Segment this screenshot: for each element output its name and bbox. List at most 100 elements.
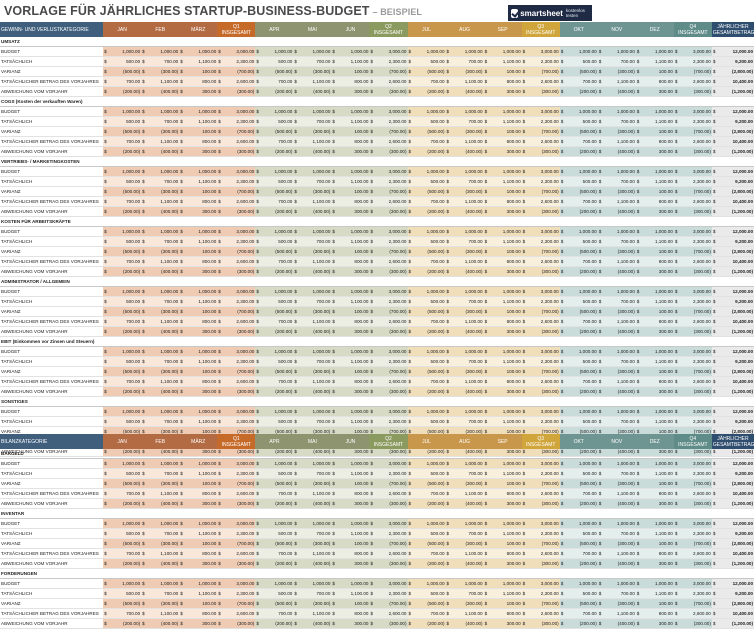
value-cell[interactable]: $500.00 — [103, 236, 142, 247]
value-cell[interactable]: $1,000.00 — [103, 226, 142, 237]
value-cell[interactable]: $700.00 — [293, 356, 332, 367]
value-cell[interactable]: $1,100.00 — [179, 176, 218, 187]
value-cell[interactable]: $500.00 — [255, 56, 294, 67]
value-cell[interactable]: $ (500.00) — [559, 478, 598, 489]
value-cell[interactable]: $3,000.00 — [673, 226, 712, 237]
value-cell[interactable]: $ (300.00) — [673, 86, 712, 97]
value-cell[interactable]: $100.00 — [331, 66, 370, 77]
value-cell[interactable]: $700.00 — [597, 56, 636, 67]
value-cell[interactable]: $500.00 — [255, 176, 294, 187]
value-cell[interactable]: $1,000.00 — [179, 518, 218, 529]
value-cell[interactable]: $800.00 — [635, 548, 674, 559]
value-cell[interactable]: $700.00 — [407, 136, 446, 147]
value-cell[interactable]: $2,600.00 — [521, 76, 560, 87]
value-cell[interactable]: $ (200.00) — [559, 498, 598, 509]
value-cell[interactable]: $2,600.00 — [369, 196, 408, 207]
value-cell[interactable]: $1,100.00 — [445, 256, 484, 267]
value-cell[interactable]: $1,000.00 — [559, 578, 598, 589]
value-cell[interactable]: $12,000.00 — [711, 226, 754, 237]
value-cell[interactable]: $ (300.00) — [521, 326, 560, 337]
value-cell[interactable]: $700.00 — [141, 528, 180, 539]
value-cell[interactable]: $1,100.00 — [445, 376, 484, 387]
value-cell[interactable]: $1,100.00 — [141, 76, 180, 87]
value-cell[interactable]: $3,000.00 — [521, 406, 560, 417]
value-cell[interactable]: $300.00 — [483, 266, 522, 277]
value-cell[interactable]: $ (2,800.00) — [711, 186, 754, 197]
value-cell[interactable]: $2,600.00 — [217, 136, 256, 147]
value-cell[interactable]: $3,000.00 — [217, 286, 256, 297]
value-cell[interactable]: $2,300.00 — [369, 416, 408, 427]
value-cell[interactable]: $1,100.00 — [597, 376, 636, 387]
value-cell[interactable]: $ (500.00) — [255, 126, 294, 137]
value-cell[interactable]: $500.00 — [559, 56, 598, 67]
value-cell[interactable]: $300.00 — [331, 266, 370, 277]
value-cell[interactable]: $300.00 — [635, 498, 674, 509]
value-cell[interactable]: $300.00 — [179, 86, 218, 97]
value-cell[interactable]: $10,400.00 — [711, 488, 754, 499]
value-cell[interactable]: $700.00 — [407, 376, 446, 387]
value-cell[interactable]: $ (700.00) — [673, 246, 712, 257]
value-cell[interactable]: $500.00 — [559, 588, 598, 599]
value-cell[interactable]: $ (300.00) — [217, 558, 256, 569]
value-cell[interactable]: $500.00 — [407, 56, 446, 67]
value-cell[interactable]: $ (200.00) — [559, 266, 598, 277]
value-cell[interactable]: $ (400.00) — [293, 558, 332, 569]
value-cell[interactable]: $2,300.00 — [521, 236, 560, 247]
value-cell[interactable]: $100.00 — [635, 186, 674, 197]
value-cell[interactable]: $300.00 — [331, 146, 370, 157]
value-cell[interactable]: $3,000.00 — [217, 226, 256, 237]
value-cell[interactable]: $300.00 — [331, 498, 370, 509]
value-cell[interactable]: $700.00 — [255, 196, 294, 207]
value-cell[interactable]: $1,100.00 — [597, 488, 636, 499]
value-cell[interactable]: $ (500.00) — [559, 538, 598, 549]
value-cell[interactable]: $2,300.00 — [521, 528, 560, 539]
value-cell[interactable]: $700.00 — [559, 548, 598, 559]
value-cell[interactable]: $ (2,800.00) — [711, 66, 754, 77]
value-cell[interactable]: $100.00 — [179, 246, 218, 257]
value-cell[interactable]: $1,000.00 — [483, 166, 522, 177]
value-cell[interactable]: $ (300.00) — [445, 306, 484, 317]
value-cell[interactable]: $ (200.00) — [407, 266, 446, 277]
value-cell[interactable]: $ (300.00) — [521, 86, 560, 97]
value-cell[interactable]: $ (300.00) — [445, 478, 484, 489]
value-cell[interactable]: $100.00 — [483, 186, 522, 197]
value-cell[interactable]: $1,000.00 — [445, 286, 484, 297]
value-cell[interactable]: $ (300.00) — [673, 146, 712, 157]
value-cell[interactable]: $ (700.00) — [369, 538, 408, 549]
value-cell[interactable]: $ (300.00) — [217, 86, 256, 97]
value-cell[interactable]: $2,300.00 — [673, 468, 712, 479]
value-cell[interactable]: $ (300.00) — [141, 478, 180, 489]
value-cell[interactable]: $ (200.00) — [103, 386, 142, 397]
value-cell[interactable]: $100.00 — [179, 306, 218, 317]
value-cell[interactable]: $1,100.00 — [179, 296, 218, 307]
value-cell[interactable]: $ (300.00) — [141, 538, 180, 549]
value-cell[interactable]: $300.00 — [635, 386, 674, 397]
value-cell[interactable]: $ (300.00) — [293, 598, 332, 609]
value-cell[interactable]: $2,300.00 — [217, 468, 256, 479]
value-cell[interactable]: $9,200.00 — [711, 468, 754, 479]
value-cell[interactable]: $1,000.00 — [293, 406, 332, 417]
value-cell[interactable]: $ (300.00) — [673, 498, 712, 509]
value-cell[interactable]: $2,600.00 — [217, 608, 256, 619]
value-cell[interactable]: $ (300.00) — [369, 558, 408, 569]
value-cell[interactable]: $ (400.00) — [597, 386, 636, 397]
value-cell[interactable]: $800.00 — [331, 76, 370, 87]
value-cell[interactable]: $1,000.00 — [597, 106, 636, 117]
value-cell[interactable]: $ (700.00) — [217, 538, 256, 549]
value-cell[interactable]: $ (200.00) — [255, 498, 294, 509]
value-cell[interactable]: $1,100.00 — [293, 196, 332, 207]
value-cell[interactable]: $ (300.00) — [445, 538, 484, 549]
value-cell[interactable]: $9,200.00 — [711, 528, 754, 539]
value-cell[interactable]: $700.00 — [293, 468, 332, 479]
value-cell[interactable]: $300.00 — [331, 558, 370, 569]
value-cell[interactable]: $700.00 — [141, 296, 180, 307]
value-cell[interactable]: $ (400.00) — [141, 266, 180, 277]
value-cell[interactable]: $1,000.00 — [635, 578, 674, 589]
value-cell[interactable]: $ (300.00) — [597, 246, 636, 257]
value-cell[interactable]: $2,300.00 — [369, 356, 408, 367]
value-cell[interactable]: $ (500.00) — [407, 246, 446, 257]
value-cell[interactable]: $ (300.00) — [597, 126, 636, 137]
value-cell[interactable]: $1,100.00 — [331, 356, 370, 367]
value-cell[interactable]: $100.00 — [635, 246, 674, 257]
value-cell[interactable]: $ (200.00) — [103, 206, 142, 217]
